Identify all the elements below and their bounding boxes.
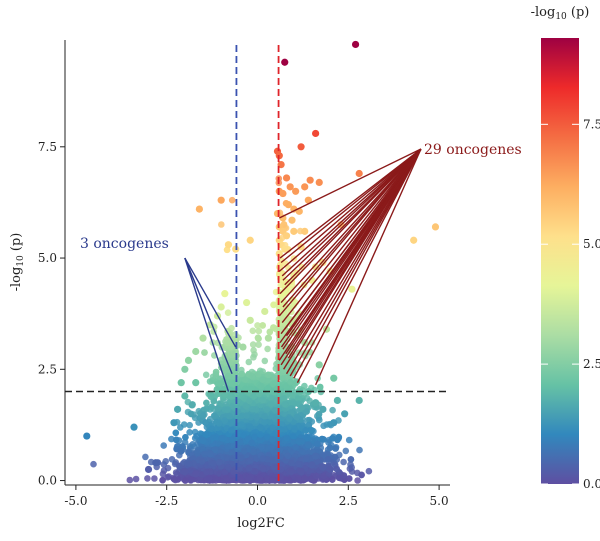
data-point (254, 322, 261, 329)
data-point (228, 196, 236, 204)
data-point (287, 286, 295, 293)
data-point (311, 386, 318, 394)
data-point (132, 475, 140, 483)
data-point (323, 421, 331, 428)
data-point (329, 406, 336, 414)
data-point (165, 473, 172, 480)
data-point (160, 442, 167, 449)
data-point (340, 458, 347, 466)
data-point (342, 447, 350, 455)
data-point (168, 456, 176, 463)
data-point (173, 470, 181, 478)
data-point (189, 441, 196, 448)
data-point (151, 475, 158, 482)
data-point (365, 467, 373, 475)
data-point (177, 424, 184, 431)
data-point (345, 436, 353, 444)
data-point (224, 309, 232, 317)
data-point (168, 435, 175, 443)
data-point (249, 327, 257, 335)
data-point (255, 341, 262, 349)
data-point (356, 446, 363, 454)
data-point (90, 460, 97, 468)
data-point (249, 341, 257, 348)
data-point (218, 221, 225, 228)
data-point (245, 358, 253, 366)
data-point-cloud (90, 175, 373, 484)
data-point (186, 421, 193, 429)
data-point (347, 456, 355, 463)
data-point (142, 453, 149, 461)
data-point (316, 416, 323, 424)
data-point (354, 477, 361, 484)
data-point (126, 476, 134, 484)
data-point (186, 429, 193, 436)
data-point (264, 345, 271, 353)
data-point (347, 461, 354, 468)
data-point (193, 432, 200, 440)
data-point (255, 327, 263, 335)
data-point (301, 382, 308, 390)
data-point (261, 357, 269, 365)
data-point (250, 354, 257, 361)
data-point (162, 458, 169, 465)
data-point (144, 475, 151, 482)
data-point (159, 470, 167, 478)
data-point (282, 309, 290, 317)
data-point (202, 371, 210, 379)
data-point (325, 439, 332, 446)
